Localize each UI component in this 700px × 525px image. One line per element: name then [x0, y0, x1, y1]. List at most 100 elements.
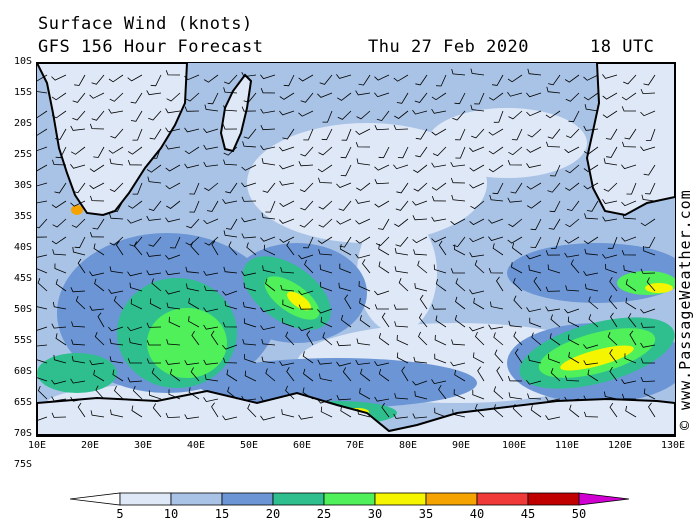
wind-barb: [452, 110, 466, 121]
wind-barb: [640, 308, 656, 314]
wind-barb: [393, 164, 409, 170]
wind-barb: [568, 110, 580, 123]
wind-barb: [280, 284, 295, 292]
wind-barb: [224, 74, 238, 85]
wind-barb: [414, 283, 428, 292]
wind-barb: [127, 159, 143, 166]
wind-barb: [279, 110, 295, 116]
wind-barb: [165, 164, 181, 172]
wind-barb: [342, 367, 352, 382]
wind-barb: [355, 218, 371, 225]
wind-barb: [550, 236, 561, 249]
wind-barb: [508, 392, 523, 400]
wind-barb: [227, 386, 238, 400]
wind-barb: [223, 357, 238, 364]
wind-barb: [381, 402, 390, 418]
wind-barb: [626, 182, 637, 195]
wind-barb: [454, 92, 466, 105]
wind-barb: [508, 218, 523, 228]
wind-barb: [507, 197, 523, 203]
longitude-label: 70E: [345, 440, 365, 451]
wind-barb: [189, 182, 200, 195]
wind-barb: [147, 176, 162, 184]
wind-barb: [261, 158, 276, 166]
wind-barb: [222, 415, 238, 421]
wind-barb: [165, 289, 181, 295]
wind-barb: [583, 395, 599, 401]
wind-barb: [279, 360, 295, 366]
wind-barb: [108, 146, 124, 154]
wind-barb: [434, 407, 447, 418]
wind-barb: [72, 92, 86, 103]
wind-barb: [640, 110, 656, 117]
wind-barb: [493, 110, 504, 123]
wind-barb: [298, 304, 314, 310]
wind-barb: [415, 128, 428, 140]
wind-barb: [89, 123, 105, 130]
wind-barb: [378, 243, 390, 256]
wind-barb: [492, 182, 504, 195]
wind-barb: [530, 236, 542, 249]
wind-barb: [640, 376, 656, 383]
wind-barb: [450, 162, 466, 167]
wind-barb: [37, 110, 48, 119]
wind-barb: [109, 182, 124, 192]
map-title: Surface Wind (knots): [38, 14, 253, 34]
wind-barb: [564, 396, 580, 402]
wind-barb: [586, 200, 599, 212]
wind-barb: [260, 325, 276, 331]
wind-barb: [165, 127, 181, 133]
wind-barb: [260, 396, 276, 402]
wind-barb: [95, 385, 105, 400]
wind-barb: [166, 200, 181, 209]
wind-barb: [285, 385, 295, 400]
wind-barb: [394, 248, 409, 256]
wind-barb: [526, 254, 542, 260]
legend-swatch: [170, 492, 223, 506]
wind-barb: [374, 290, 390, 296]
latitude-label: 20S: [13, 118, 32, 129]
wind-barb: [112, 369, 124, 382]
wind-barb: [602, 216, 618, 222]
wind-barb: [247, 403, 257, 418]
wind-barb: [528, 264, 542, 274]
wind-barb: [583, 164, 599, 172]
wind-barb: [165, 412, 181, 419]
longitude-label: 50E: [239, 440, 259, 451]
wind-barb: [507, 91, 523, 97]
wind-barb: [54, 182, 67, 194]
wind-barb: [318, 177, 333, 184]
wind-barb: [70, 378, 86, 384]
wind-barb: [474, 403, 485, 418]
wind-barb: [470, 104, 485, 112]
wind-barb: [127, 146, 143, 155]
wind-barb: [146, 215, 162, 221]
wind-barb: [318, 200, 333, 210]
wind-barb: [431, 195, 447, 202]
wind-barb: [151, 368, 162, 382]
wind-barb: [415, 74, 428, 86]
wind-barb: [146, 251, 162, 257]
wind-barb: [526, 146, 542, 153]
wind-barb: [602, 92, 618, 100]
wind-barb: [320, 316, 333, 328]
wind-barb: [51, 110, 67, 119]
wind-barb: [279, 92, 295, 100]
wind-barb: [469, 252, 485, 258]
legend-swatch: [221, 492, 274, 506]
wind-barb: [472, 352, 485, 364]
wind-barb: [225, 182, 238, 194]
wind-barb: [165, 270, 181, 276]
wind-barb: [453, 389, 466, 400]
wind-barb: [336, 182, 352, 188]
wind-barb: [358, 74, 371, 86]
wind-barb: [185, 236, 200, 246]
wind-barb: [378, 368, 390, 382]
wind-barb: [640, 342, 656, 348]
wind-barb: [108, 288, 124, 294]
wind-barb: [260, 88, 276, 94]
wind-barb: [321, 128, 333, 141]
wind-barb: [94, 278, 105, 292]
wind-barb: [621, 92, 637, 101]
legend-label: 25: [316, 507, 332, 521]
